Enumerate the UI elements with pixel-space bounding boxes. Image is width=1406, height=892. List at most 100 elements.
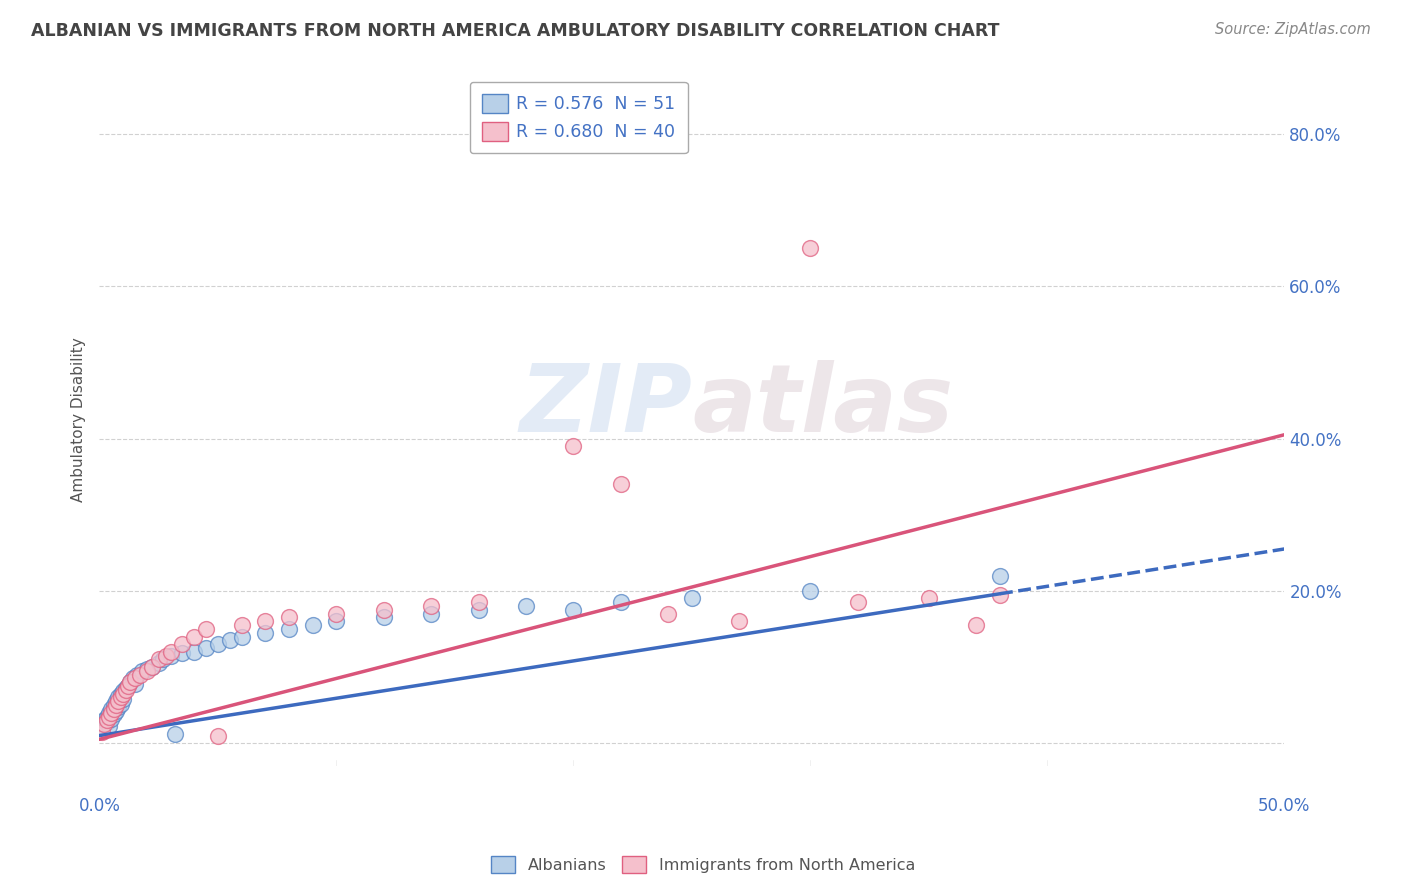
Text: ALBANIAN VS IMMIGRANTS FROM NORTH AMERICA AMBULATORY DISABILITY CORRELATION CHAR: ALBANIAN VS IMMIGRANTS FROM NORTH AMERIC… [31, 22, 1000, 40]
Point [172, 637, 194, 651]
Point [988, 588, 1011, 602]
Point [107, 694, 129, 708]
Point [112, 692, 135, 706]
Point [124, 677, 146, 691]
Text: atlas: atlas [692, 359, 953, 451]
Point [195, 640, 218, 655]
Text: Source: ZipAtlas.com: Source: ZipAtlas.com [1215, 22, 1371, 37]
Text: 0.0%: 0.0% [79, 797, 121, 814]
Point [183, 645, 205, 659]
Point [112, 684, 135, 698]
Point [107, 699, 129, 714]
Point [799, 241, 821, 255]
Point [195, 622, 218, 636]
Point [117, 679, 139, 693]
Point [97, 709, 120, 723]
Point [420, 599, 443, 613]
Point [846, 595, 869, 609]
Point [135, 661, 157, 675]
Point [610, 477, 633, 491]
Point [121, 672, 143, 686]
Point [301, 618, 323, 632]
Y-axis label: Ambulatory Disability: Ambulatory Disability [72, 337, 86, 502]
Point [141, 660, 163, 674]
Point [918, 591, 941, 606]
Point [148, 652, 170, 666]
Point [105, 694, 128, 708]
Point [965, 618, 987, 632]
Point [100, 712, 122, 726]
Point [172, 646, 194, 660]
Point [97, 719, 120, 733]
Point [124, 672, 146, 686]
Point [93, 717, 115, 731]
Point [165, 727, 187, 741]
Point [100, 702, 122, 716]
Point [278, 610, 301, 624]
Point [100, 706, 122, 720]
Point [117, 679, 139, 693]
Point [112, 687, 135, 701]
Legend: R = 0.576  N = 51, R = 0.680  N = 40: R = 0.576 N = 51, R = 0.680 N = 40 [470, 82, 688, 153]
Point [135, 664, 157, 678]
Point [120, 675, 142, 690]
Point [562, 603, 585, 617]
Point [152, 652, 174, 666]
Point [96, 709, 118, 723]
Text: 50.0%: 50.0% [1258, 797, 1310, 814]
Point [728, 615, 751, 629]
Point [114, 681, 136, 696]
Point [231, 618, 253, 632]
Point [93, 717, 115, 731]
Point [278, 622, 301, 636]
Point [207, 637, 229, 651]
Point [218, 633, 240, 648]
Point [155, 648, 177, 663]
Point [103, 707, 125, 722]
Point [681, 591, 703, 606]
Point [373, 603, 395, 617]
Point [799, 583, 821, 598]
Point [610, 595, 633, 609]
Point [96, 714, 118, 729]
Point [325, 615, 347, 629]
Point [96, 714, 118, 728]
Point [90, 724, 112, 739]
Point [159, 648, 181, 663]
Point [254, 625, 277, 640]
Point [128, 667, 150, 681]
Point [114, 682, 136, 697]
Point [110, 697, 132, 711]
Point [254, 615, 277, 629]
Point [159, 645, 181, 659]
Point [131, 664, 153, 678]
Point [420, 607, 443, 621]
Point [148, 656, 170, 670]
Point [97, 706, 120, 720]
Point [141, 660, 163, 674]
Point [103, 702, 125, 716]
Point [373, 610, 395, 624]
Point [127, 667, 149, 681]
Point [120, 675, 142, 690]
Point [110, 690, 132, 705]
Point [467, 595, 489, 609]
Point [467, 603, 489, 617]
Point [183, 630, 205, 644]
Point [110, 687, 132, 701]
Legend: Albanians, Immigrants from North America: Albanians, Immigrants from North America [484, 849, 922, 880]
Text: ZIP: ZIP [519, 359, 692, 451]
Point [231, 630, 253, 644]
Point [105, 704, 128, 718]
Point [515, 599, 537, 613]
Point [105, 698, 128, 712]
Point [107, 690, 129, 705]
Point [103, 698, 125, 712]
Point [562, 439, 585, 453]
Point [325, 607, 347, 621]
Point [988, 568, 1011, 582]
Point [207, 729, 229, 743]
Point [657, 607, 679, 621]
Point [90, 721, 112, 735]
Point [93, 714, 115, 728]
